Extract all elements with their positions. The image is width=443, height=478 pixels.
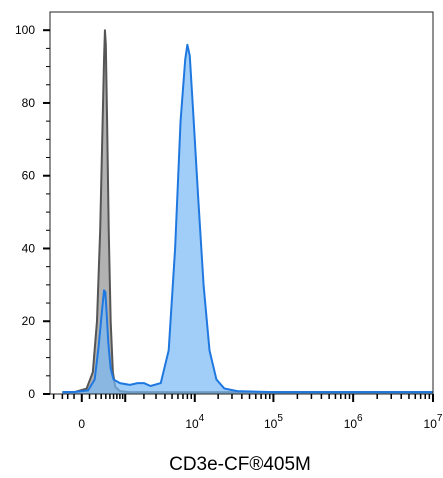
y-tick-label: 80: [22, 96, 36, 110]
x-tick-label-base: 10: [424, 417, 438, 431]
x-tick-label-base: 10: [185, 417, 199, 431]
y-tick-label: 60: [22, 169, 36, 183]
y-tick-label: 40: [22, 241, 36, 255]
series-1-line: [62, 29, 433, 394]
x-tick-label-exponent: 5: [277, 413, 283, 424]
x-tick-label: 105: [264, 413, 283, 431]
x-tick-label-base: 10: [344, 417, 358, 431]
x-tick-label: 104: [185, 413, 204, 431]
series-2-area: [62, 44, 434, 395]
y-tick-label: 20: [22, 314, 36, 328]
series-2-line: [62, 43, 433, 394]
x-axis-title: CD3e-CF®405M: [169, 454, 311, 475]
series-layer: [62, 29, 434, 395]
x-tick-label-exponent: 4: [199, 413, 205, 424]
x-tick-label-base: 10: [264, 417, 278, 431]
x-tick-label: 107: [424, 413, 443, 431]
x-tick-label-exponent: 6: [357, 413, 363, 424]
x-tick-label-exponent: 7: [437, 413, 443, 424]
y-tick-label: 0: [28, 387, 35, 401]
x-axis: 0 104 105 106 107: [52, 394, 443, 431]
y-tick-label: 100: [15, 23, 35, 37]
y-axis: 0 20 40 60 80 100: [15, 23, 50, 401]
series-1-area: [62, 30, 434, 394]
x-tick-label: 106: [344, 413, 363, 431]
x-tick-label: 0: [78, 417, 85, 431]
x-tick-label-base: 0: [78, 417, 85, 431]
